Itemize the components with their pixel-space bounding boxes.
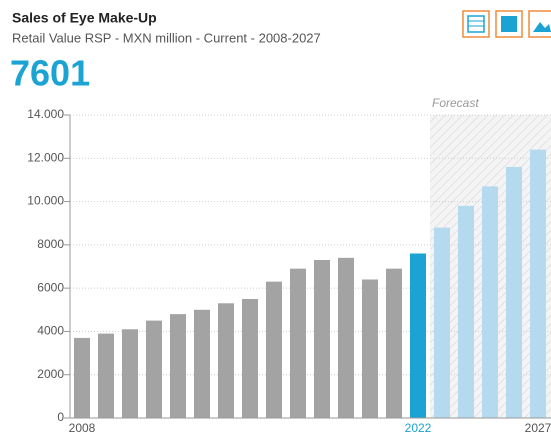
bar [314, 260, 330, 418]
chart-title: Sales of Eye Make-Up [12, 10, 157, 26]
x-tick-label: 2008 [69, 421, 96, 434]
bar [458, 205, 474, 418]
y-tick-label: 6000 [37, 280, 64, 294]
headline-value: 7601 [10, 53, 90, 94]
y-tick-label: 0 [57, 410, 64, 424]
bar [410, 253, 426, 418]
chart-icon-glyph [533, 22, 551, 32]
y-tick-label: 10.000 [27, 194, 64, 208]
bar [146, 320, 162, 418]
bar [74, 337, 90, 418]
forecast-label: Forecast [432, 96, 479, 110]
y-tick-label: 8000 [37, 237, 64, 251]
bar [338, 257, 354, 418]
y-tick-label: 12.000 [27, 150, 64, 164]
bar [266, 281, 282, 418]
y-tick-label: 4000 [37, 324, 64, 338]
bar [386, 268, 402, 418]
view-icons[interactable] [462, 10, 551, 38]
y-tick-label: 14.000 [27, 107, 64, 121]
bar [170, 314, 186, 418]
bar [290, 268, 306, 418]
x-tick-label: 2027 [525, 421, 551, 434]
bar [218, 303, 234, 418]
bar [506, 166, 522, 418]
table-icon-glyph [467, 15, 485, 33]
bar [194, 309, 210, 418]
bar [122, 329, 138, 418]
bar [482, 186, 498, 418]
grid-icon-glyph [501, 16, 517, 32]
y-tick-label: 2000 [37, 367, 64, 381]
chart-subtitle: Retail Value RSP - MXN million - Current… [12, 30, 321, 45]
bar [434, 227, 450, 418]
bar [98, 333, 114, 418]
bar [362, 279, 378, 418]
bar [242, 298, 258, 418]
bar [530, 149, 546, 418]
table-view-icon[interactable] [462, 10, 490, 38]
x-tick-label: 2022 [405, 421, 432, 434]
